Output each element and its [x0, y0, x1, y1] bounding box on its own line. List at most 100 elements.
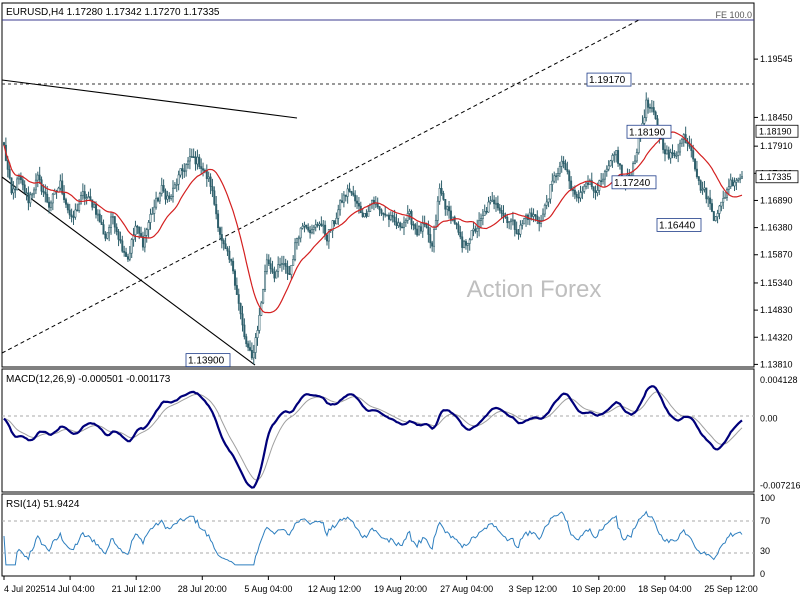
price-axis-label: 1.16380	[760, 223, 793, 233]
candle-body	[592, 186, 595, 192]
candle-body	[282, 263, 285, 265]
candle-body	[36, 174, 39, 181]
candle-body	[494, 202, 497, 205]
macd-line	[3, 385, 743, 489]
candle-body	[408, 211, 411, 214]
candle-body	[190, 156, 193, 158]
candle-body	[196, 156, 199, 165]
candle-body	[478, 220, 481, 229]
macd-axis-label: 0.00	[760, 414, 778, 424]
price-axis-label: 1.18450	[760, 112, 793, 122]
candle-body	[147, 222, 150, 230]
candle-body	[617, 150, 620, 164]
candle-body	[380, 209, 383, 214]
candle-body	[220, 234, 223, 241]
candle-body	[393, 216, 396, 223]
time-axis-label: 19 Aug 20:00	[374, 584, 427, 594]
price-panel-title: EURUSD,H4 1.17280 1.17342 1.17270 1.1733…	[6, 7, 220, 18]
candle-body	[241, 313, 244, 326]
candle-body	[416, 228, 419, 236]
candle-body	[433, 229, 436, 247]
candle-body	[301, 225, 304, 229]
candle-body	[141, 236, 144, 248]
candle-body	[709, 197, 712, 204]
candle-body	[577, 196, 580, 199]
candle-body	[425, 224, 428, 228]
candle-body	[290, 265, 293, 275]
candle-body	[213, 190, 216, 205]
candle-body	[464, 241, 467, 246]
candle-body	[166, 195, 169, 200]
rsi-layer	[3, 510, 743, 566]
candle-body	[81, 191, 84, 196]
candle-body	[690, 146, 693, 151]
price-axis-label: 1.19545	[760, 54, 793, 64]
price-axis-label: 1.14830	[760, 305, 793, 315]
candle-body	[183, 170, 186, 173]
candle-body	[603, 171, 606, 180]
candle-body	[277, 264, 280, 272]
candle-body	[528, 212, 531, 220]
candle-body	[232, 260, 235, 272]
candle-body	[143, 235, 146, 248]
candle-body	[307, 227, 310, 231]
candle-body	[440, 188, 443, 194]
candle-body	[662, 138, 665, 150]
candle-body	[551, 180, 554, 185]
candle-body	[699, 180, 702, 191]
candle-body	[96, 213, 99, 216]
candle-body	[613, 154, 616, 156]
candle-body	[294, 242, 297, 260]
candle-body	[48, 201, 51, 208]
candle-body	[95, 204, 98, 215]
candle-body	[476, 227, 479, 232]
candle-body	[382, 213, 385, 215]
candle-body	[134, 225, 137, 236]
candle-body	[686, 142, 689, 145]
candle-body	[316, 224, 319, 226]
down-channel-upper-line	[1, 79, 298, 119]
candle-body	[192, 156, 195, 158]
candle-body	[449, 210, 452, 221]
candle-body	[571, 189, 574, 191]
candle-body	[25, 192, 28, 195]
rsi-axis-label: 100	[760, 493, 775, 503]
price-annotation-box	[656, 218, 702, 232]
time-axis: 4 Jul 2025 14 Jul 04:00 21 Jul 12:00 28 Jul…	[3, 576, 758, 594]
candle-body	[448, 206, 451, 212]
price-axis-highlight-label: 1.17335	[759, 172, 792, 182]
candle-body	[489, 200, 492, 203]
candle-body	[611, 155, 614, 162]
price-annotation-label: 1.16440	[659, 220, 696, 231]
candle-body	[714, 216, 717, 221]
candle-body	[356, 200, 359, 204]
candle-body	[637, 136, 640, 153]
candle-body	[140, 233, 143, 237]
candle-body	[739, 177, 742, 180]
candle-body	[49, 202, 52, 208]
candle-body	[654, 111, 657, 120]
macd-panel-frame	[1, 368, 755, 493]
price-axis-highlight-label: 1.18190	[759, 126, 792, 136]
time-axis-label: 28 Jul 20:00	[178, 584, 227, 594]
time-axis-label: 10 Sep 20:00	[572, 584, 626, 594]
candle-body	[705, 187, 708, 200]
rsi-axis-label: 30	[760, 546, 770, 556]
candle-body	[85, 197, 88, 200]
candle-body	[339, 200, 342, 211]
candle-body	[438, 188, 441, 202]
candle-body	[513, 219, 516, 230]
candle-body	[479, 218, 482, 221]
fe-label: FE 100.0	[715, 10, 752, 20]
rsi-axis-label: 0	[760, 569, 765, 579]
candle-body	[485, 210, 488, 213]
candle-body	[446, 206, 449, 210]
price-annotation-box	[185, 353, 231, 368]
candle-body	[361, 212, 364, 218]
time-axis-label: 25 Sep 12:00	[704, 584, 758, 594]
candle-body	[284, 263, 287, 267]
candle-body	[540, 220, 543, 224]
candle-body	[568, 171, 571, 182]
candle-body	[91, 199, 94, 208]
